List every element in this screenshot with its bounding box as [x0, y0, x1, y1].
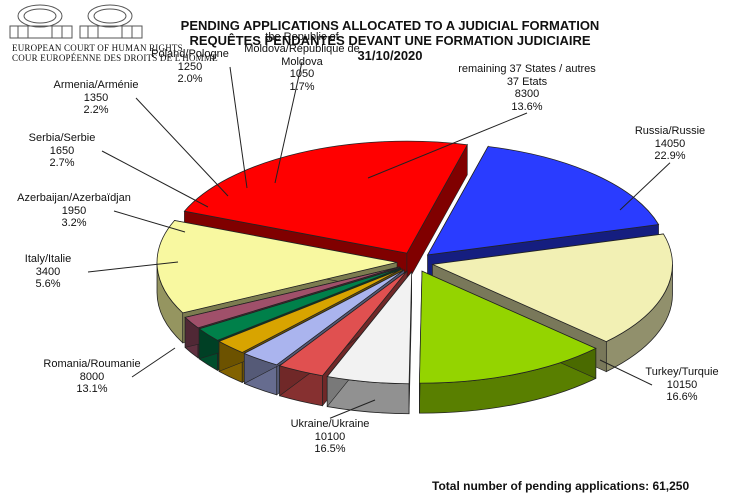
label-name: Italy/Italie [24, 253, 72, 266]
label-value: 10150 [666, 378, 698, 391]
total-label: Total number of pending applications: [432, 479, 650, 493]
label-value: 8000 [79, 370, 105, 383]
label-the-republic-of-moldova: the Republic of Moldova/République de Mold… [222, 31, 382, 94]
chart-subtitle: REQUÊTES PENDANTES DEVANT UNE FORMATION … [189, 33, 591, 48]
label-name: Armenia/Arménie [53, 79, 139, 92]
label-value: 10100 [314, 430, 346, 443]
slice-russia [183, 140, 468, 254]
leader-turkey [599, 359, 653, 386]
label-percent: 22.9% [654, 150, 686, 163]
leader-russia [619, 162, 671, 211]
total-value: 61,250 [652, 479, 690, 493]
slice-romania [418, 270, 597, 384]
leader-ukraine [329, 399, 376, 419]
label-remaining-37-states: remaining 37 States / autres 37 Etats 8300… [447, 63, 607, 113]
slice-ukraine [431, 233, 673, 343]
label-azerbaijan: Azerbaijan/Azerbaïdjan 1950 3.2% [0, 192, 154, 230]
label-percent: 1.7% [289, 80, 315, 93]
total-pending: Total number of pending applications: 61… [432, 479, 689, 493]
label-value: 1650 [49, 144, 75, 157]
label-percent: 16.6% [666, 391, 698, 404]
slice-armenia [218, 268, 403, 353]
label-value: 8300 [514, 88, 540, 100]
slice-poland [198, 267, 401, 341]
label-name: 37 Etats [506, 75, 548, 88]
label-name: Serbia/Serbie [28, 132, 96, 145]
label-percent: 5.6% [35, 278, 61, 291]
leader-remaining-37-states [367, 112, 528, 179]
label-ukraine: Ukraine/Ukraine 10100 16.5% [250, 418, 410, 456]
leader-azerbaijan [113, 210, 186, 233]
slice-the-republic-of-moldova [184, 266, 400, 329]
label-percent: 3.2% [61, 217, 87, 230]
label-percent: 13.6% [511, 100, 543, 113]
label-serbia: Serbia/Serbie 1650 2.7% [0, 132, 142, 170]
slice-italy [326, 270, 413, 385]
chart-date: 31/10/2020 [357, 48, 423, 63]
leader-lines [87, 61, 671, 419]
leader-romania [131, 347, 176, 378]
label-italy: Italy/Italie 3400 5.6% [0, 253, 128, 291]
label-poland: Poland/Pologne 1250 2.0% [110, 48, 270, 86]
label-value: 3400 [35, 265, 61, 278]
chart-title: PENDING APPLICATIONS ALLOCATED TO A JUDI… [180, 18, 600, 33]
pie-slices [156, 140, 673, 385]
slice-turkey [426, 146, 660, 256]
label-name: Turkey/Turquie [645, 366, 719, 379]
label-value: 1250 [177, 60, 203, 73]
leader-serbia [101, 150, 209, 208]
leader-italy [87, 261, 179, 273]
label-name: Ukraine/Ukraine [290, 418, 370, 431]
slice-azerbaijan [278, 270, 408, 377]
label-name: Romania/Roumanie [43, 358, 141, 371]
label-name: Azerbaijan/Azerbaïdjan [17, 192, 131, 205]
label-armenia: Armenia/Arménie 1350 2.2% [16, 79, 176, 117]
label-romania: Romania/Roumanie 8000 13.1% [12, 358, 172, 396]
label-name: Russia/Russie [634, 125, 706, 138]
label-percent: 2.2% [83, 104, 109, 117]
label-turkey: Turkey/Turquie 10150 16.6% [602, 366, 740, 404]
slice-remaining-37-states [156, 220, 398, 314]
label-name: remaining 37 States / autres [458, 63, 596, 75]
label-percent: 2.0% [177, 73, 203, 86]
label-name: the Republic of [265, 30, 339, 43]
leader-poland [229, 66, 248, 189]
label-percent: 13.1% [76, 383, 108, 396]
label-value: 1950 [61, 204, 87, 217]
label-russia: Russia/Russie 14050 22.9% [590, 125, 740, 163]
court-name-en: EUROPEAN COURT OF HUMAN RIGHTS [12, 43, 183, 53]
label-name: Moldova [281, 55, 323, 68]
label-percent: 2.7% [49, 157, 75, 170]
court-logo: EUROPEAN COURT OF HUMAN RIGHTS COUR EURO… [4, 2, 218, 63]
label-value: 14050 [654, 137, 686, 150]
label-percent: 16.5% [314, 443, 346, 456]
label-name: Moldova/République de [244, 43, 360, 56]
court-building-icon [9, 4, 143, 39]
leader-the-republic-of-moldova [274, 61, 303, 184]
label-name: Poland/Pologne [151, 48, 229, 61]
leader-armenia [135, 97, 229, 197]
label-value: 1050 [289, 68, 315, 81]
court-name-fr: COUR EUROPÉENNE DES DROITS DE L'HOMME [12, 53, 218, 63]
slice-serbia [243, 269, 405, 366]
label-value: 1350 [83, 91, 109, 104]
